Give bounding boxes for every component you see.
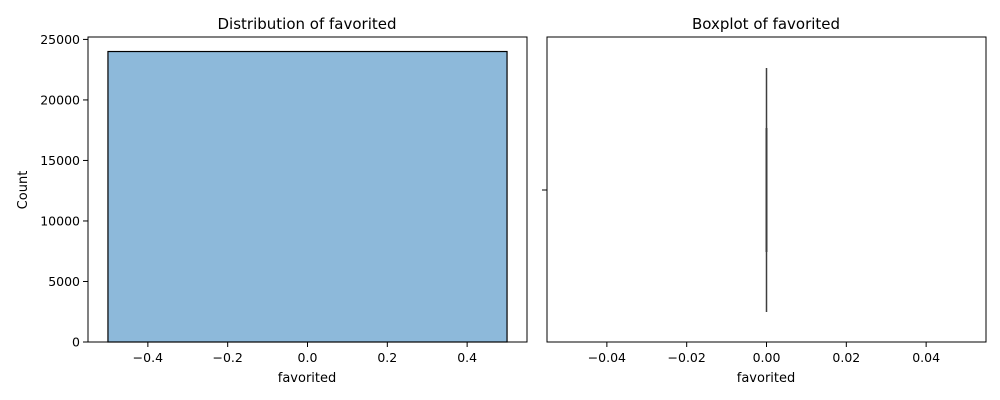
histogram-title: Distribution of favorited	[218, 15, 397, 33]
boxplot-x-tick-label: 0.04	[912, 350, 940, 365]
boxplot-x-tick-label: −0.02	[668, 350, 706, 365]
histogram-bars	[107, 50, 508, 343]
histogram-x-tick-label: −0.2	[213, 350, 243, 365]
histogram-x-tick-label: 0.0	[298, 350, 318, 365]
boxplot-title: Boxplot of favorited	[692, 15, 840, 33]
histogram-y-axis-label: Count	[16, 171, 31, 210]
boxplot-x-tick-label: −0.04	[588, 350, 626, 365]
histogram-y-tick-label: 25000	[40, 32, 80, 47]
histogram-x-tick-label: 0.4	[457, 350, 477, 365]
boxplot-x-ticks: −0.04 −0.02 0.00 0.02 0.04	[588, 342, 940, 365]
histogram-y-tick-label: 20000	[40, 92, 80, 107]
boxplot-x-tick-label: 0.00	[753, 350, 781, 365]
histogram-y-tick-label: 0	[72, 335, 80, 350]
boxplot-x-tick-label: 0.02	[832, 350, 860, 365]
histogram-panel: Distribution of favorited −0.4 −0.2 0.0 0.2…	[16, 15, 528, 386]
histogram-x-tick-label: 0.2	[377, 350, 397, 365]
histogram-y-tick-label: 5000	[48, 274, 80, 289]
histogram-x-ticks: −0.4 −0.2 0.0 0.2 0.4	[133, 342, 477, 365]
histogram-y-tick-label: 15000	[40, 153, 80, 168]
histogram-x-tick-label: −0.4	[133, 350, 163, 365]
boxplot-x-axis-label: favorited	[737, 371, 796, 386]
histogram-y-tick-label: 10000	[40, 213, 80, 228]
boxplot-panel: Boxplot of favorited −0.04 −0.02 0.00 0.02 0…	[542, 15, 987, 386]
histogram-y-ticks: 0 5000 10000 15000 20000 25000	[40, 32, 88, 350]
histogram-bar	[107, 50, 508, 343]
histogram-x-axis-label: favorited	[278, 371, 337, 386]
